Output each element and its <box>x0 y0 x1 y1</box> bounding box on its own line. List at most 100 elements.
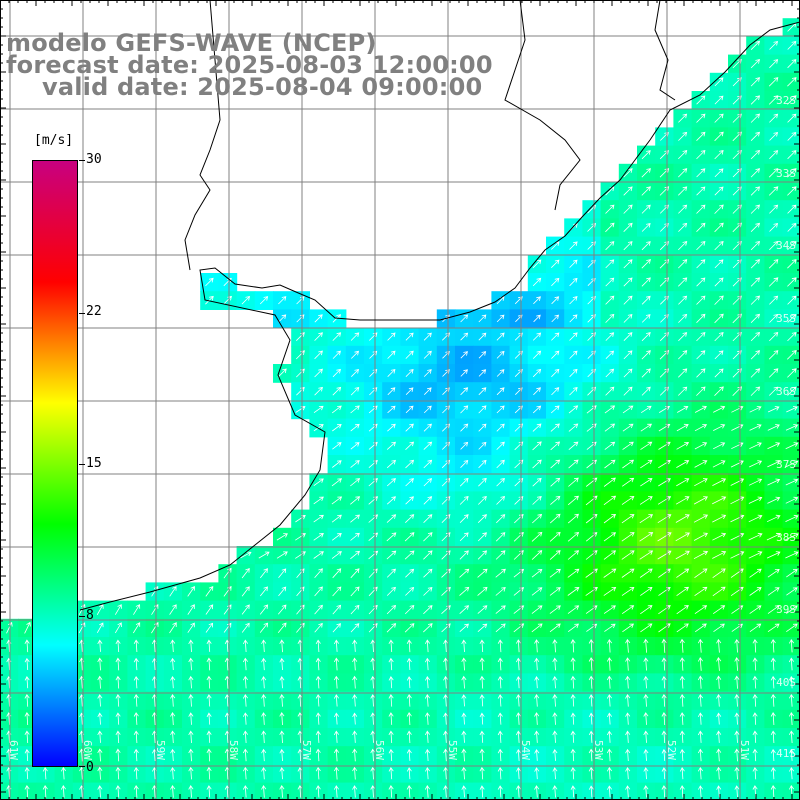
wind-cell <box>655 200 674 219</box>
wind-cell <box>564 618 583 638</box>
wind-arrow <box>750 77 761 87</box>
wind-arrow <box>694 586 708 597</box>
wind-cell <box>254 582 274 602</box>
wind-arrow <box>750 313 761 323</box>
wind-cell <box>582 291 602 310</box>
wind-cell <box>618 236 638 256</box>
wind-cell <box>600 236 620 256</box>
wind-arrow <box>623 386 633 396</box>
wind-arrow <box>621 514 635 524</box>
wind-arrow <box>423 496 433 505</box>
wind-arrow <box>713 442 726 450</box>
wind-cell <box>673 127 693 147</box>
wind-arrow <box>115 730 121 744</box>
lat-label: 37S <box>776 458 796 471</box>
wind-arrow <box>787 59 797 69</box>
wind-arrow <box>675 532 690 542</box>
wind-arrow <box>770 785 776 798</box>
wind-arrow <box>606 638 613 653</box>
wind-arrow <box>170 639 176 653</box>
wind-arrow <box>405 387 414 395</box>
wind-arrow <box>786 605 798 614</box>
wind-cell <box>655 145 674 165</box>
wind-arrow <box>368 441 378 450</box>
wind-arrow <box>423 514 433 523</box>
wind-cell <box>618 218 638 238</box>
wind-arrow <box>588 694 594 707</box>
wind-arrow <box>534 767 540 780</box>
wind-cell <box>637 455 656 474</box>
wind-cell <box>527 527 547 547</box>
wind-cell <box>764 345 784 365</box>
wind-cell <box>491 455 511 474</box>
wind-arrow <box>661 675 667 689</box>
wind-arrow <box>314 350 323 360</box>
wind-cell <box>691 145 711 165</box>
wind-arrow <box>787 259 797 269</box>
wind-arrow <box>712 586 726 597</box>
lat-label: 40S <box>776 676 796 689</box>
wind-arrow <box>478 387 487 396</box>
wind-cell <box>455 582 474 602</box>
wind-cell <box>509 455 529 474</box>
wind-arrow <box>495 532 506 542</box>
wind-arrow <box>623 350 633 360</box>
wind-arrow <box>423 550 433 560</box>
wind-arrow <box>623 277 633 287</box>
wind-cell <box>309 527 329 547</box>
wind-arrow <box>332 623 342 633</box>
wind-cell <box>582 382 602 401</box>
wind-cell <box>746 200 765 219</box>
wind-arrow <box>786 587 798 596</box>
wind-cell <box>709 218 729 238</box>
wind-cell <box>637 182 656 201</box>
wind-cell <box>637 546 656 565</box>
wind-cell <box>600 345 620 365</box>
wind-cell <box>455 382 474 401</box>
wind-arrow <box>588 639 594 653</box>
wind-arrow <box>331 405 342 414</box>
wind-arrow <box>133 748 139 762</box>
wind-arrow <box>750 240 761 251</box>
wind-cell <box>564 254 583 274</box>
wind-cell <box>728 254 747 274</box>
wind-cell <box>637 382 656 401</box>
wind-cell <box>509 600 529 620</box>
wind-cell <box>691 327 711 347</box>
wind-arrow <box>313 424 324 432</box>
wind-arrow <box>496 477 505 487</box>
wind-cell <box>400 509 420 529</box>
wind-cell <box>746 345 765 365</box>
wind-arrow <box>769 59 779 69</box>
wind-cell <box>546 418 565 438</box>
wind-cell <box>728 291 747 310</box>
wind-arrow <box>676 460 690 468</box>
wind-arrow <box>242 694 249 707</box>
wind-cell <box>127 600 147 620</box>
wind-cell <box>709 291 729 310</box>
wind-arrow <box>570 675 576 689</box>
wind-arrow <box>205 604 214 615</box>
wind-arrow <box>768 186 779 196</box>
wind-arrow <box>696 131 706 141</box>
wind-arrow <box>678 222 688 232</box>
wind-cell <box>637 564 656 583</box>
wind-cell <box>691 218 711 238</box>
wind-arrow <box>387 423 396 432</box>
wind-arrow <box>386 496 396 505</box>
wind-arrow <box>478 459 487 469</box>
wind-arrow <box>315 694 321 707</box>
wind-cell <box>345 436 365 456</box>
wind-arrow <box>603 477 616 487</box>
wind-arrow <box>714 168 724 178</box>
wind-arrow <box>716 638 722 653</box>
wind-arrow <box>766 532 781 541</box>
wind-arrow <box>461 785 467 798</box>
wind-arrow <box>679 638 685 653</box>
wind-arrow <box>332 604 342 615</box>
wind-arrow <box>24 657 30 671</box>
wind-cell <box>564 364 583 383</box>
wind-arrow <box>661 712 667 726</box>
wind-arrow <box>479 730 485 743</box>
wind-arrow <box>97 657 103 671</box>
